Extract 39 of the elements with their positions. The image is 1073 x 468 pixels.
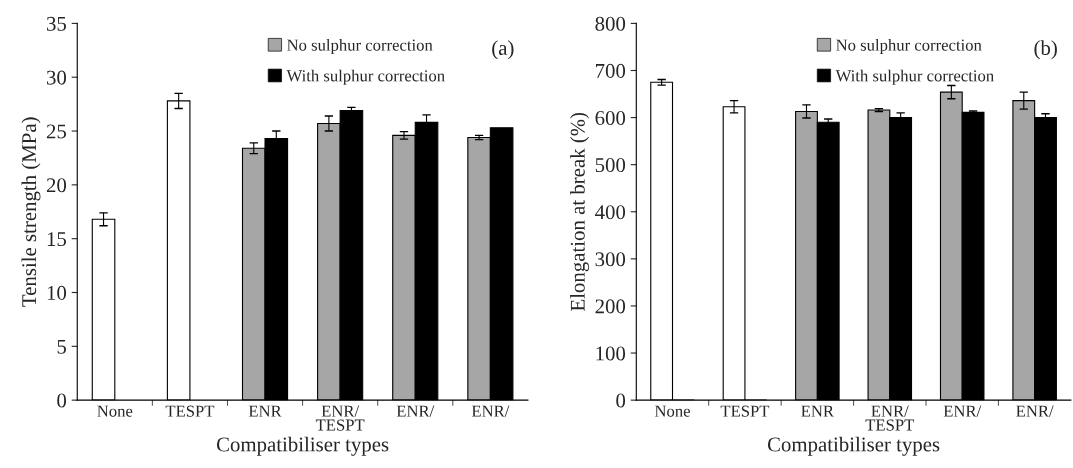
x-tick-label: ENR/ [1016,405,1054,417]
y-tick-label: 500 [595,158,626,173]
x-tick-label: ENR/ [471,405,510,417]
y-tick-label: 400 [595,205,626,220]
y-tick-label: 600 [595,110,626,126]
y-tick-label: 0 [616,393,626,408]
legend-label: No sulphur correction [836,39,982,55]
x-tick-label: TESPT [165,405,215,417]
y-tick-label: 800 [595,16,626,31]
x-tick-label: None [97,405,133,417]
y-axis-title: Tensile strength (MPa) [21,117,41,307]
y-tick-label: 20 [46,178,67,193]
y-axis-title: Elongation at break (%) [570,112,590,311]
y-tick-label: 15 [47,232,67,247]
annotation: (a) [492,40,514,60]
y-tick-label: 35 [47,16,67,31]
x-tick-label: ENR [801,405,834,417]
x-axis-title: Compatibiliser types [216,436,389,456]
legend-label: No sulphur correction [287,39,433,55]
y-tick-label: 5 [57,339,67,354]
x-tick-label: ENR/ TESPT [315,405,365,431]
x-axis-title: Compatibiliser types [767,436,940,456]
y-tick-label: 10 [47,285,67,300]
y-tick-label: 700 [596,63,626,78]
y-tick-label: 30 [47,70,67,85]
x-tick-label: ENR [248,405,282,417]
x-tick-label: ENR/ [943,405,982,417]
x-tick-label: ENR/ [396,405,435,417]
x-tick-label: None [654,405,690,417]
legend-label: With sulphur correction [286,69,445,85]
x-tick-label: TESPT [720,405,770,417]
legend-label: With sulphur correction [835,69,994,85]
y-tick-label: 25 [46,124,67,139]
y-tick-label: 0 [57,393,67,408]
y-tick-label: 200 [595,299,626,314]
x-tick-label: ENR/ TESPT [865,405,915,431]
y-tick-label: 100 [596,346,626,361]
y-tick-label: 300 [595,252,626,267]
annotation: (b) [1034,40,1057,60]
